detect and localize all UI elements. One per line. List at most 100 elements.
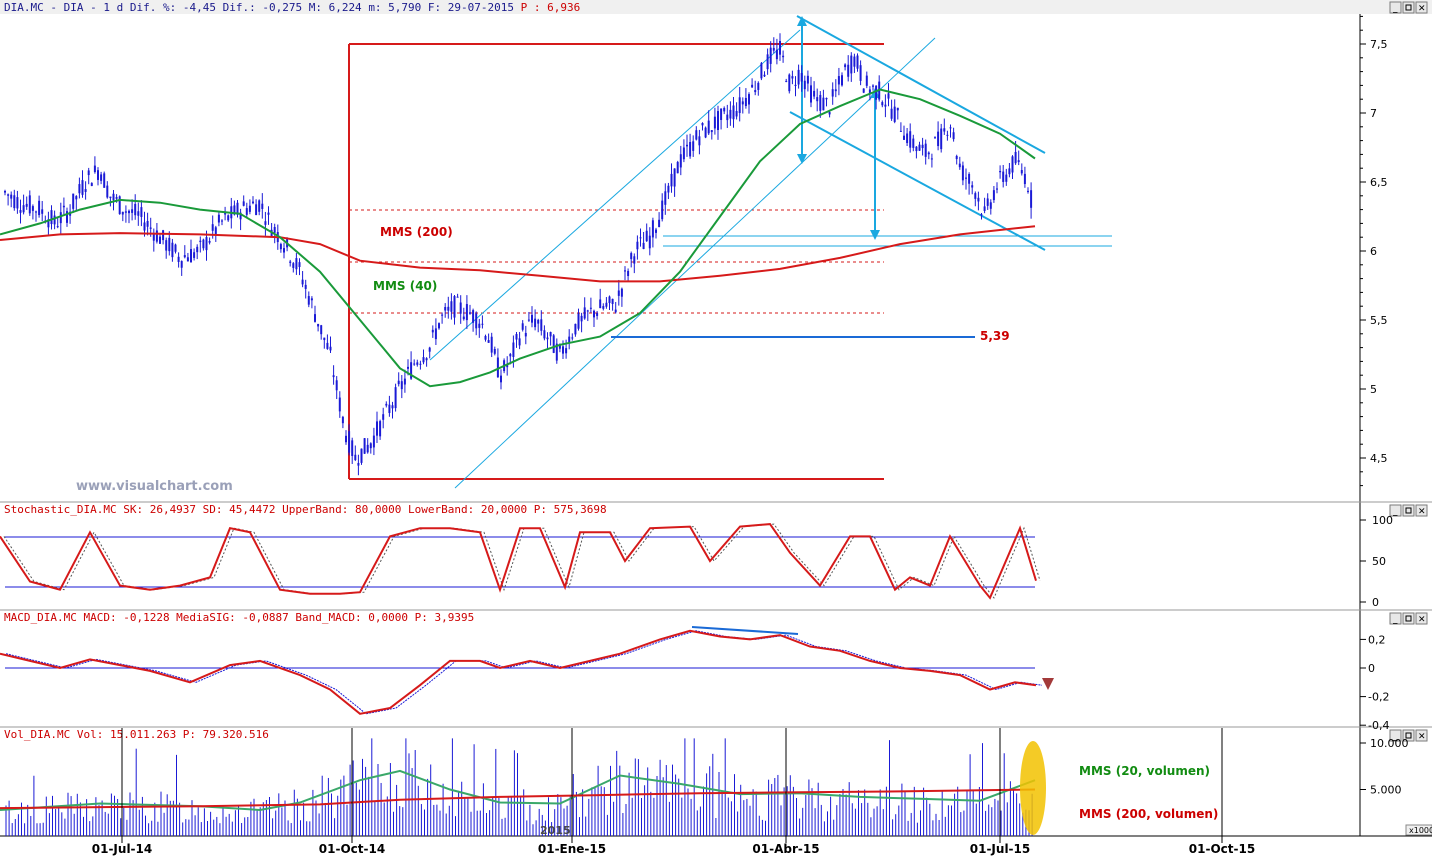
candle-body [326,342,329,349]
candle-body [112,193,115,201]
candle-body [617,290,620,296]
candle-body [7,194,10,196]
candle-body [146,221,149,227]
candle-body [171,242,174,258]
candle-body [642,242,645,250]
price-candles [4,33,1033,476]
stochastic-lines [0,523,1041,600]
candle-body [887,93,890,99]
candle-body [779,40,781,55]
candle-body [664,191,667,205]
candle-body [38,200,41,216]
close-button[interactable] [1415,612,1428,625]
candle-body [93,165,96,173]
candle-body [301,279,304,285]
candle-body [35,211,37,213]
macd-panel-controls[interactable]: _ ✕ [1389,612,1428,625]
price-panel-controls[interactable]: _ ✕ [1389,1,1428,14]
candle-body [298,262,301,267]
candle-body [806,75,809,84]
candle-body [137,211,140,216]
candle-body [245,208,248,215]
candle-body [723,107,726,112]
candle-body [676,162,679,174]
candle-body [651,220,654,238]
volume-panel-controls[interactable]: _ ✕ [1389,729,1428,742]
candle-body [100,174,103,181]
minimize-button[interactable] [1389,729,1402,742]
candle-body [376,421,378,436]
candle-body [648,235,651,249]
candle-body [589,307,592,309]
candle-body [1030,190,1033,208]
candle-body [667,185,670,193]
candle-body [596,313,599,316]
minimize-button[interactable] [1389,504,1402,517]
candle-body [620,288,623,297]
candle-body [611,298,614,304]
candle-body [875,85,878,100]
candle-body [586,310,589,312]
candle-body [1011,156,1014,173]
y-tick-label: 7 [1370,107,1377,120]
candle-body [850,55,853,74]
candle-body [903,135,905,140]
candle-body [416,362,419,365]
candle-body [797,69,800,85]
candle-body [645,230,648,242]
candle-body [248,205,251,212]
candle-body [989,202,992,209]
maximize-button[interactable] [1402,612,1415,625]
candle-body [741,101,744,105]
y-tick-label: 5.000 [1370,784,1402,797]
top-strip [0,0,1432,14]
volume-unit: x1000 [1409,826,1432,835]
candle-body [909,131,912,148]
minimize-button[interactable] [1389,612,1402,625]
candle-body [509,354,512,357]
candle-body [193,252,196,258]
maximize-button[interactable] [1402,1,1415,14]
candle-body [391,405,394,409]
x-tick-label: 01-Jul-15 [970,842,1030,856]
stochastic-panel-controls[interactable]: _ ✕ [1389,504,1428,517]
candle-body [527,319,530,321]
candle-body [320,325,323,335]
candle-body [918,144,921,151]
candle-body [354,454,357,461]
candle-body [515,333,518,340]
candle-body [162,230,165,241]
candle-body [121,211,124,215]
svg-text:✕: ✕ [1418,732,1426,742]
candle-body [633,256,636,264]
candle-body [348,431,351,453]
macd-lines [0,629,1043,715]
volume-axis: 10.000 5.000 [1360,737,1409,797]
candle-body [766,54,769,70]
close-button[interactable] [1415,729,1428,742]
candle-body [186,257,189,262]
candle-body [822,97,825,111]
candle-body [986,198,989,206]
candle-body [782,55,785,58]
minimize-button[interactable] [1389,1,1402,14]
stochastic-sk-line [0,523,1037,600]
candle-body [441,314,444,316]
candle-body [16,197,19,209]
svg-text:_: _ [1393,732,1398,742]
maximize-button[interactable] [1402,729,1415,742]
candle-body [357,462,360,466]
close-button[interactable] [1415,504,1428,517]
candle-body [906,133,909,144]
candle-body [896,107,899,111]
candle-body [53,215,56,225]
candle-body [577,313,580,329]
candle-body [202,239,205,249]
x-tick-label: 01-Ene-15 [538,842,606,856]
maximize-button[interactable] [1402,504,1415,517]
candle-body [28,195,31,214]
close-button[interactable] [1415,1,1428,14]
candle-body [834,89,837,92]
candle-body [552,335,555,353]
candle-body [264,221,267,225]
